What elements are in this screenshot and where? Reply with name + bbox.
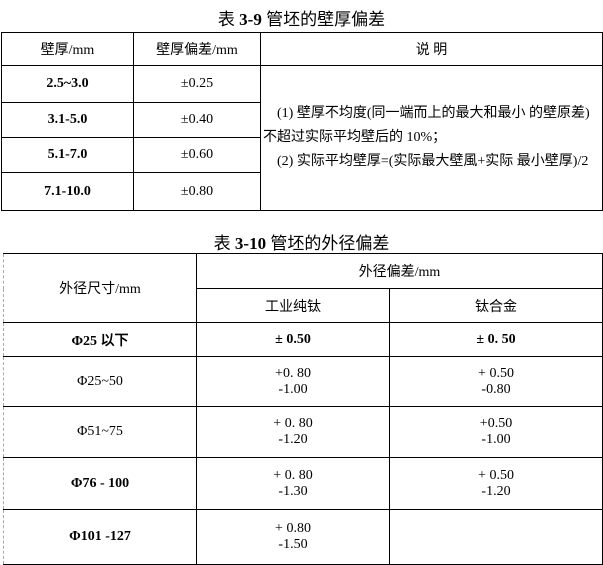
notes-cell: (1) 壁厚不均度(同一端而上的最大和最小 的壁原差)不超过实际平均壁后的 10…: [260, 65, 603, 211]
outer-diameter-table: 外径尺寸/mm 外径偏差/mm 工业纯钛 钛合金 Φ25 以下 ± 0.50 ±…: [3, 253, 603, 565]
header-notes: 说 明: [260, 32, 603, 66]
header-pure-titanium: 工业纯钛: [196, 288, 390, 323]
table-row: Φ25~50 +0. 80 -1.00 + 0.50 -0.80: [3, 356, 603, 407]
table2-title: 表 3-10 管坯的外径偏差: [213, 234, 390, 253]
table-row: 5.1-7.0 ±0.60: [1, 137, 603, 173]
table-row: Φ76 - 100 + 0. 80 -1.30 + 0.50 -1.20: [3, 457, 603, 510]
header-tolerance: 壁厚偏差/mm: [133, 32, 261, 66]
header-deviation: 外径偏差/mm: [196, 253, 603, 289]
wall-thickness-table: 壁厚/mm 壁厚偏差/mm 说 明 2.5~3.0 ±0.25 (1) 壁厚不均…: [1, 32, 603, 211]
table1-title: 表 3-9 管坯的壁厚偏差: [217, 10, 386, 29]
header-thickness: 壁厚/mm: [1, 32, 134, 66]
header-size: 外径尺寸/mm: [3, 253, 197, 323]
table-row: 2.5~3.0 ±0.25 (1) 壁厚不均度(同一端而上的最大和最小 的壁原差…: [1, 65, 603, 211]
table-row: 3.1-5.0 ±0.40: [1, 102, 603, 138]
table-row: 7.1-10.0 ±0.80: [1, 172, 603, 211]
header-titanium-alloy: 钛合金: [389, 288, 603, 323]
table-row: Φ51~75 + 0. 80 -1.20 +0.50 -1.00: [3, 406, 603, 458]
table-row: Φ25 以下 ± 0.50 ± 0. 50: [3, 322, 603, 357]
table-row: Φ101 -127 + 0.80 -1.50: [3, 509, 603, 565]
